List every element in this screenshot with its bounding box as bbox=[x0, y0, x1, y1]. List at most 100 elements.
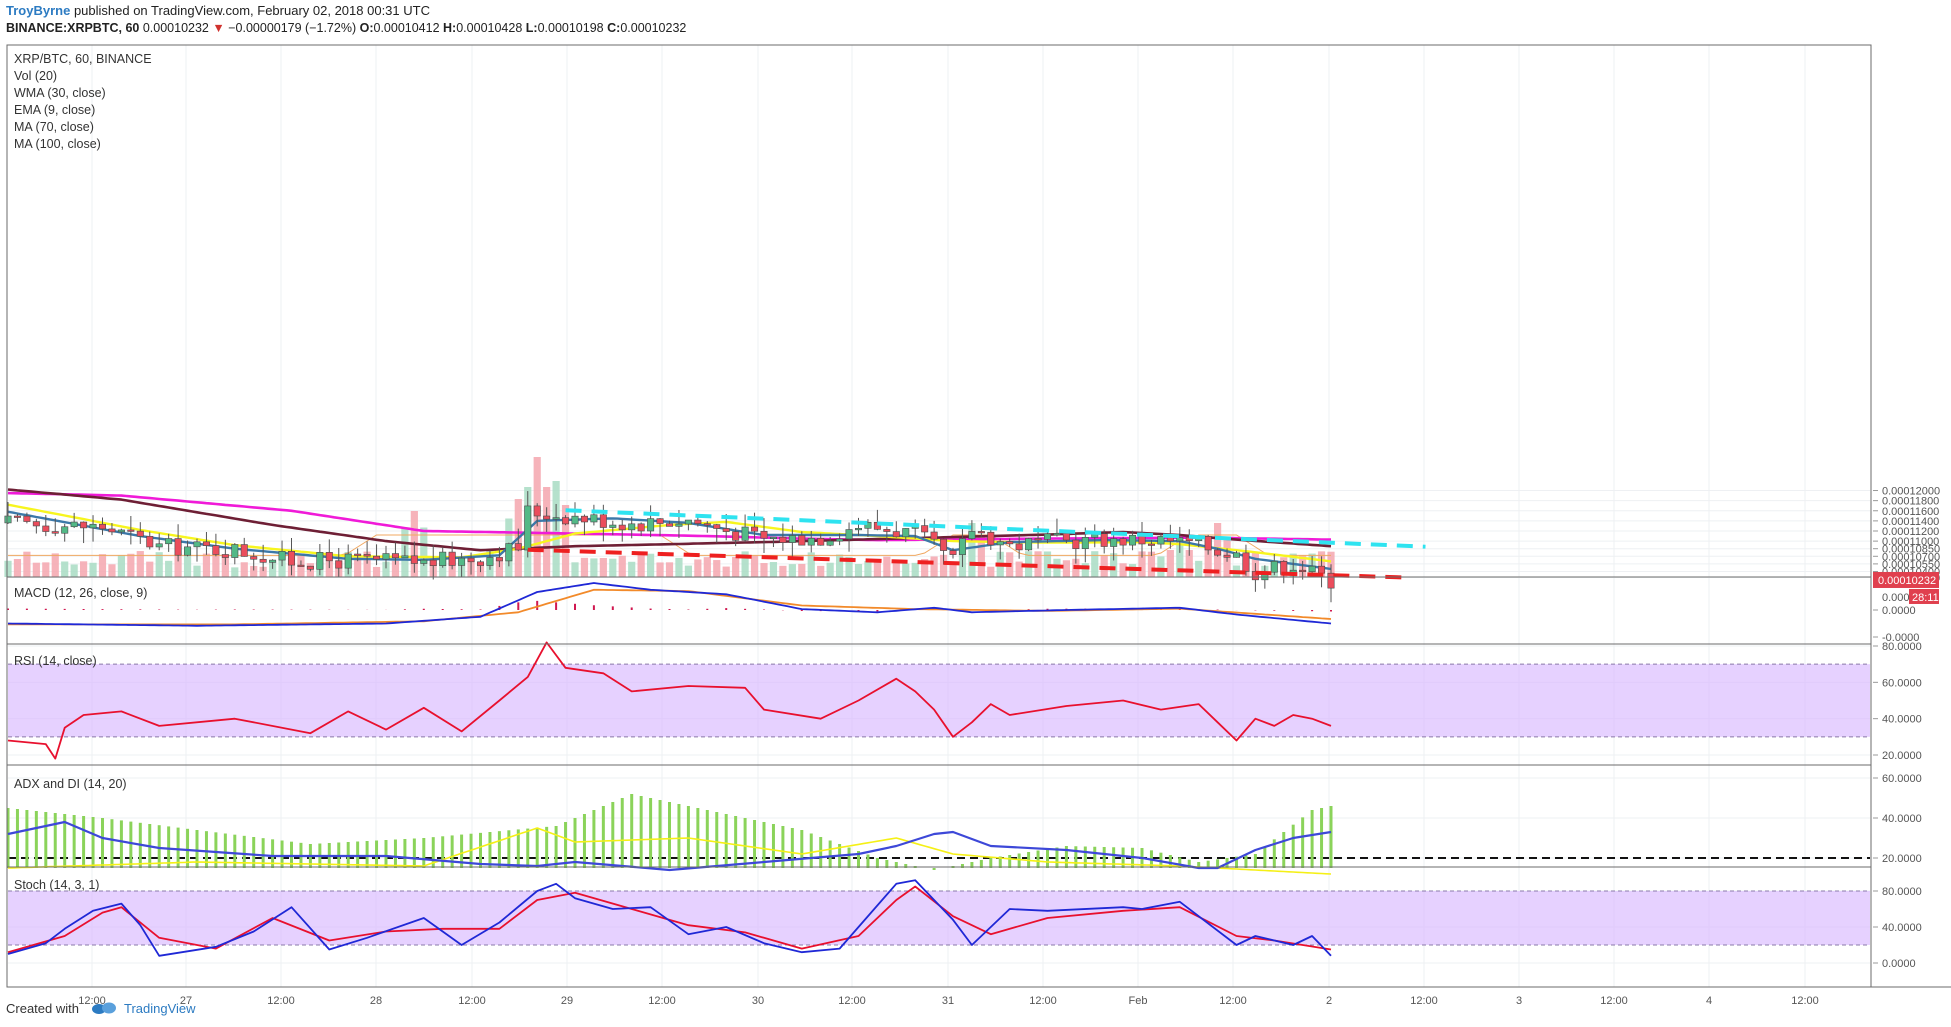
time-tick-label[interactable]: 12:00 bbox=[1600, 995, 1628, 1007]
candle-body[interactable] bbox=[23, 515, 31, 522]
time-tick-label[interactable]: 12:00 bbox=[1029, 995, 1057, 1007]
candle-body[interactable] bbox=[1318, 565, 1326, 574]
time-tick-label[interactable]: 12:00 bbox=[1791, 995, 1819, 1007]
candle-body[interactable] bbox=[1072, 539, 1080, 550]
candle-body[interactable] bbox=[514, 543, 522, 551]
price-axis[interactable]: 0.000120000.000118000.000116000.00011400… bbox=[1873, 486, 1940, 585]
support-trendline[interactable] bbox=[527, 547, 1407, 580]
candle-body[interactable] bbox=[1299, 569, 1307, 572]
candle-body[interactable] bbox=[1157, 536, 1165, 545]
candle-body[interactable] bbox=[562, 517, 570, 525]
candle-body[interactable] bbox=[373, 555, 381, 560]
time-tick-label[interactable]: 12:00 bbox=[1219, 995, 1247, 1007]
candle-body[interactable] bbox=[155, 543, 163, 548]
candle-body[interactable] bbox=[193, 541, 201, 548]
candle-body[interactable] bbox=[1129, 534, 1137, 546]
price-tick-label[interactable]: 0.00011200 bbox=[1882, 526, 1939, 538]
candle-body[interactable] bbox=[760, 530, 768, 539]
candle-body[interactable] bbox=[297, 564, 305, 567]
candle-body[interactable] bbox=[335, 560, 343, 569]
stoch-label[interactable]: Stoch (14, 3, 1) bbox=[14, 878, 99, 892]
candle-body[interactable] bbox=[675, 523, 683, 527]
candle-body[interactable] bbox=[1327, 572, 1335, 589]
candle-body[interactable] bbox=[344, 553, 352, 569]
time-tick-label[interactable]: 12:00 bbox=[838, 995, 866, 1007]
candle-body[interactable] bbox=[306, 565, 314, 570]
candle-body[interactable] bbox=[212, 545, 220, 555]
candle-body[interactable] bbox=[665, 523, 673, 527]
candle-body[interactable] bbox=[656, 518, 664, 524]
candle-body[interactable] bbox=[174, 538, 182, 556]
candle-body[interactable] bbox=[987, 531, 995, 546]
candle-body[interactable] bbox=[590, 514, 598, 523]
candle-body[interactable] bbox=[1034, 538, 1042, 541]
candle-body[interactable] bbox=[165, 538, 173, 545]
candle-body[interactable] bbox=[51, 531, 59, 534]
candle-body[interactable] bbox=[902, 528, 910, 538]
price-tick-label[interactable]: 0.00011800 bbox=[1882, 496, 1939, 508]
vol-label[interactable]: Vol (20) bbox=[14, 69, 57, 83]
candle-body[interactable] bbox=[32, 521, 40, 527]
candle-body[interactable] bbox=[1147, 543, 1155, 546]
candle-body[interactable] bbox=[1015, 543, 1023, 551]
price-tick-label[interactable]: 0.00010850 bbox=[1882, 544, 1940, 556]
candle-body[interactable] bbox=[599, 514, 607, 528]
time-tick-label[interactable]: 4 bbox=[1706, 995, 1712, 1007]
candle-body[interactable] bbox=[996, 541, 1004, 546]
candle-body[interactable] bbox=[89, 523, 97, 529]
candle-body[interactable] bbox=[259, 558, 267, 563]
candle-body[interactable] bbox=[278, 551, 286, 561]
candle-body[interactable] bbox=[316, 552, 324, 570]
candle-body[interactable] bbox=[637, 523, 645, 532]
candle-body[interactable] bbox=[977, 531, 985, 534]
candle-body[interactable] bbox=[401, 555, 409, 559]
candle-body[interactable] bbox=[108, 528, 116, 533]
price-tick-label[interactable]: 0.00010700 bbox=[1882, 551, 1940, 563]
candle-body[interactable] bbox=[70, 521, 78, 528]
candle-body[interactable] bbox=[732, 531, 740, 541]
candle-body[interactable] bbox=[505, 543, 513, 562]
candle-body[interactable] bbox=[930, 531, 938, 540]
candle-body[interactable] bbox=[779, 536, 787, 543]
candle-body[interactable] bbox=[826, 540, 834, 546]
time-tick-label[interactable]: 2 bbox=[1326, 995, 1332, 1007]
candle-body[interactable] bbox=[1081, 537, 1089, 550]
candle-body[interactable] bbox=[287, 551, 295, 566]
time-tick-label[interactable]: Feb bbox=[1129, 995, 1148, 1007]
candle-body[interactable] bbox=[1176, 537, 1184, 542]
candle-body[interactable] bbox=[722, 528, 730, 532]
candle-body[interactable] bbox=[694, 519, 702, 524]
time-tick-label[interactable]: 28 bbox=[370, 995, 382, 1007]
candle-body[interactable] bbox=[221, 554, 229, 558]
time-tick-label[interactable]: 29 bbox=[561, 995, 573, 1007]
tradingview-brand-link[interactable]: TradingView bbox=[124, 1001, 196, 1016]
candle-body[interactable] bbox=[467, 557, 475, 563]
candle-body[interactable] bbox=[13, 515, 21, 518]
time-tick-label[interactable]: 12:00 bbox=[648, 995, 676, 1007]
candle-body[interactable] bbox=[533, 505, 541, 517]
candle-body[interactable] bbox=[231, 544, 239, 558]
candle-body[interactable] bbox=[769, 536, 777, 539]
candle-body[interactable] bbox=[61, 526, 69, 534]
adx-label[interactable]: ADX and DI (14, 20) bbox=[14, 777, 127, 791]
candle-body[interactable] bbox=[127, 529, 135, 532]
resistance-trendline[interactable] bbox=[565, 508, 1426, 549]
candle-body[interactable] bbox=[184, 546, 192, 556]
time-tick-label[interactable]: 31 bbox=[942, 995, 954, 1007]
candle-body[interactable] bbox=[1062, 533, 1070, 541]
price-tick-label[interactable]: 0.00010550 bbox=[1882, 559, 1940, 571]
candle-body[interactable] bbox=[854, 528, 862, 531]
candle-body[interactable] bbox=[647, 518, 655, 532]
candle-body[interactable] bbox=[713, 524, 721, 529]
candle-body[interactable] bbox=[269, 559, 277, 563]
candle-body[interactable] bbox=[580, 515, 588, 523]
candle-body[interactable] bbox=[552, 517, 560, 520]
candle-body[interactable] bbox=[741, 526, 749, 541]
candle-body[interactable] bbox=[817, 537, 825, 546]
candle-body[interactable] bbox=[968, 531, 976, 539]
candle-body[interactable] bbox=[1251, 571, 1259, 581]
time-tick-label[interactable]: 3 bbox=[1516, 995, 1522, 1007]
candle-body[interactable] bbox=[99, 523, 107, 530]
candle-body[interactable] bbox=[429, 559, 437, 566]
candle-body[interactable] bbox=[1119, 538, 1127, 546]
